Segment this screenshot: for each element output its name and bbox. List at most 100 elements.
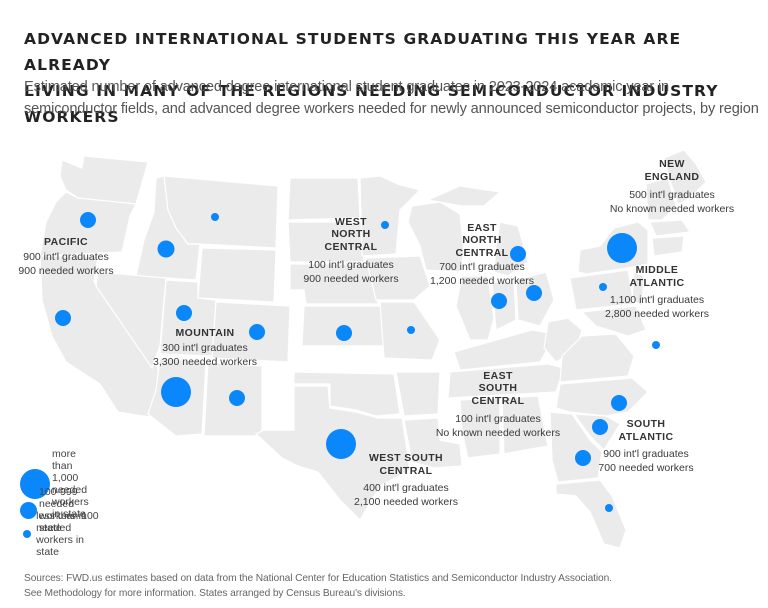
chart-subtitle: Estimated number of advanced degree inte… [24, 76, 764, 120]
region-name-line-1: SOUTH [626, 418, 666, 430]
region-east-south-central [447, 329, 565, 459]
graduates-stat: 700 int'l graduates [439, 261, 525, 273]
workers-stat: 3,300 needed workers [153, 356, 257, 368]
dot-minnesota [381, 221, 389, 229]
sources-note: Sources: FWD.us estimates based on data … [24, 572, 612, 601]
region-name-line-1: WEST [335, 216, 367, 228]
region-name-line-2: ENGLAND [644, 171, 700, 183]
legend-label: less than 100 needed workers in state [36, 510, 99, 558]
dot-indiana [491, 293, 507, 309]
state-iowa [365, 255, 431, 301]
state-louisiana [403, 417, 463, 469]
sources-line-1: Sources: FWD.us estimates based on data … [24, 573, 612, 584]
dot-ohio [526, 285, 542, 301]
dot-maryland [652, 341, 660, 349]
region-name-line-2: ATLANTIC [629, 277, 685, 289]
workers-stat: 700 needed workers [598, 462, 694, 474]
legend-label: more than 1,000 needed workers in state [52, 448, 89, 520]
state-north-carolina [555, 377, 649, 417]
region-name-line-1: WEST SOUTH [369, 452, 443, 464]
state-michigan [493, 221, 529, 277]
small-dot-icon [20, 527, 34, 541]
region-name-line-3: CENTRAL [455, 247, 509, 259]
graduates-stat: 1,100 int'l graduates [609, 294, 705, 306]
chart-title: ADVANCED INTERNATIONAL STUDENTS GRADUATI… [24, 26, 754, 130]
region-name-line-3: CENTRAL [471, 395, 525, 407]
legend-item-medium: 100-999 needed workers in state [20, 486, 99, 534]
region-new-england [645, 149, 707, 257]
state-oklahoma [293, 371, 401, 417]
label-east-north-central: EAST NORTH CENTRAL 700 int'l graduates 1… [424, 222, 540, 288]
state-minnesota [359, 175, 422, 257]
medium-dot-icon [20, 501, 37, 519]
dot-michigan [510, 246, 526, 262]
large-dot-icon [20, 466, 50, 502]
workers-stat: 1,200 needed workers [430, 275, 534, 287]
worker-dots [55, 212, 660, 512]
state-mississippi [459, 397, 501, 459]
sources-line-2: See Methodology for more information. St… [24, 587, 406, 599]
dot-idaho [157, 240, 175, 258]
title-line-1: ADVANCED INTERNATIONAL STUDENTS GRADUATI… [24, 30, 682, 74]
dot-new-york [607, 233, 637, 263]
dot-montana [211, 213, 219, 221]
workers-stat: 2,100 needed workers [354, 496, 458, 508]
dot-south-carolina [592, 419, 608, 435]
title-line-2: LIVING IN MANY OF THE REGIONS NEEDING SE… [24, 82, 719, 126]
legend-item-small: less than 100 needed workers in state [20, 510, 99, 558]
dot-kansas [336, 325, 352, 341]
state-california [39, 255, 163, 419]
state-new-jersey [631, 271, 645, 308]
state-vermont-nh [645, 177, 677, 221]
state-massachusetts [649, 219, 692, 237]
state-ct-ri [651, 235, 685, 257]
region-name-line-2: SOUTH [478, 382, 518, 394]
label-west-south-central: WEST SOUTH CENTRAL 400 int'l graduates 2… [348, 452, 464, 509]
graduates-stat: 300 int'l graduates [162, 342, 248, 354]
workers-stat: No known needed workers [609, 203, 735, 215]
dot-pennsylvania [599, 283, 607, 291]
graduates-stat: 100 int'l graduates [308, 259, 394, 271]
state-illinois [455, 275, 495, 341]
dot-florida [605, 504, 613, 512]
graduates-stat: 500 int'l graduates [629, 189, 715, 201]
state-florida [555, 479, 627, 549]
dot-california [55, 310, 71, 326]
workers-stat: 2,800 needed workers [605, 308, 709, 320]
legend-label: 100-999 needed workers in state [39, 486, 87, 534]
state-maine [663, 149, 707, 205]
state-alabama [501, 395, 549, 455]
dot-washington [80, 212, 96, 228]
state-virginia [559, 333, 635, 383]
region-name-line-2: CENTRAL [379, 465, 433, 477]
region-name-line-1: EAST [467, 222, 497, 234]
label-south-atlantic: SOUTH ATLANTIC 900 int'l graduates 700 n… [596, 418, 696, 475]
label-middle-atlantic: MIDDLE ATLANTIC 1,100 int'l graduates 2,… [602, 264, 712, 321]
region-name-line-3: CENTRAL [324, 241, 378, 253]
legend-item-large: more than 1,000 needed workers in state [20, 448, 99, 520]
dot-georgia [575, 450, 591, 466]
dot-utah [176, 305, 192, 321]
region-name-line-2: NORTH [462, 234, 502, 246]
region-name-line-1: NEW [659, 158, 685, 170]
state-georgia [549, 411, 603, 483]
label-west-north-central: WEST NORTH CENTRAL 100 int'l graduates 9… [296, 216, 406, 286]
dot-arizona [161, 377, 191, 407]
state-montana [163, 175, 279, 249]
region-name: MOUNTAIN [175, 327, 235, 339]
label-pacific: PACIFIC 900 int'l graduates 900 needed w… [14, 234, 118, 278]
state-nevada [95, 271, 167, 370]
dot-texas [326, 429, 356, 459]
region-name-line-2: ATLANTIC [618, 431, 674, 443]
state-michigan-upper [425, 185, 502, 207]
state-wisconsin [407, 201, 465, 273]
dot-north-carolina [611, 395, 627, 411]
graduates-stat: 900 int'l graduates [603, 448, 689, 460]
graduates-stat: 900 int'l graduates [23, 251, 109, 263]
dot-new-mexico [229, 390, 245, 406]
dot-missouri [407, 326, 415, 334]
workers-stat: No known needed workers [435, 427, 561, 439]
subtitle-line-1: Estimated number of advanced degree inte… [24, 79, 670, 95]
workers-stat: 900 needed workers [303, 273, 399, 285]
state-south-dakota [287, 221, 365, 263]
